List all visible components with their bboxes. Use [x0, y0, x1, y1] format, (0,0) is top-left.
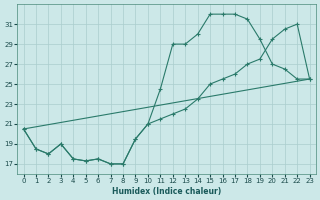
X-axis label: Humidex (Indice chaleur): Humidex (Indice chaleur) [112, 187, 221, 196]
